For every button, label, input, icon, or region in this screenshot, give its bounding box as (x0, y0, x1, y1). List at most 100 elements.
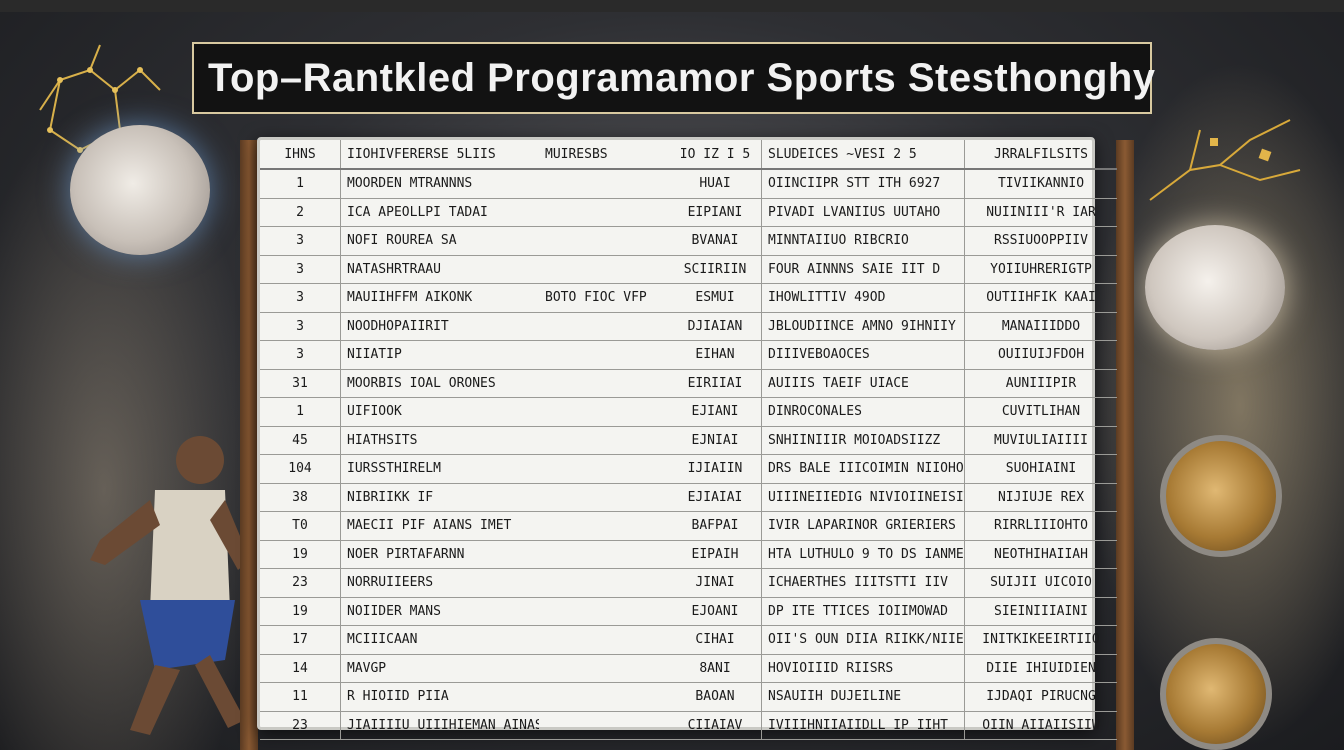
sports-cell (539, 340, 669, 370)
sports-cell (539, 198, 669, 227)
program-name-cell: NOFI ROUREA SA (340, 226, 539, 256)
table-row: 2 ICA APEOLLPI TADAI EIPIANI PIVADI LVANIIU… (260, 198, 1117, 227)
program-name-cell: NIBRIIKK IF (340, 483, 539, 512)
results-cell: MUVIULIAIIII (964, 426, 1117, 455)
program-name-cell: ICA APEOLLPI TADAI (340, 198, 539, 227)
program-name-cell: NIIATIP (340, 340, 539, 370)
title-banner: Top–Rantkled Programamor Sports Stesthon… (192, 42, 1155, 114)
program-name-cell: MOORBIS IOAL ORONES (340, 369, 539, 398)
ranking-table: IHNS IIOHIVFERERSE 5LIIS MUIRESBS IO IZ … (260, 140, 1117, 740)
rank-cell: 1 (260, 397, 341, 427)
students-cell: HOVIOIIID RIISRS (761, 654, 965, 683)
table-row: 19 NOER PIRTAFARNN EIPAIH HTA LUTHULO 9 TO … (260, 540, 1117, 569)
column-header: IIOHIVFERERSE 5LIIS (340, 140, 539, 170)
brain-icon (1145, 225, 1285, 350)
rank-cell: 3 (260, 340, 341, 370)
table-row: 23 NORRUIIEERS JINAI ICHAERTHES IIITSTTI II… (260, 568, 1117, 598)
results-cell: OUIIUIJFDOH (964, 340, 1117, 370)
students-cell: FOUR AINNNS SAIE IIT D (761, 255, 965, 284)
sports-cell (539, 397, 669, 427)
rank-cell: 3 (260, 283, 341, 313)
results-cell: RIRRLIIIOHTO (964, 511, 1117, 541)
results-cell: NIJIUJE REX (964, 483, 1117, 512)
code-cell: SCIIRIIN (669, 255, 762, 284)
students-cell: PIVADI LVANIIUS UUTAHO (761, 198, 965, 227)
program-name-cell: HIATHSITS (340, 426, 539, 455)
program-name-cell: NOIIDER MANS (340, 597, 539, 626)
students-cell: IHOWLITTIV 49OD (761, 283, 965, 313)
table-row: 3 MAUIIHFFM AIKONK BOTO FIOC VFP ESMUI IHOWL… (260, 283, 1117, 313)
code-cell: BAFPAI (669, 511, 762, 541)
table-row: 3 NATASHRTRAAU SCIIRIIN FOUR AINNNS SAIE II… (260, 255, 1117, 284)
program-name-cell: MAVGP (340, 654, 539, 683)
code-cell: EJIANI (669, 397, 762, 427)
program-name-cell: NOER PIRTAFARNN (340, 540, 539, 569)
network-icon (39, 44, 161, 153)
results-cell: DIIE IHIUIDIEN (964, 654, 1117, 683)
program-name-cell: MAUIIHFFM AIKONK (340, 283, 539, 313)
students-cell: DIIIVEBOAOCES (761, 340, 965, 370)
rank-cell: 11 (260, 682, 341, 712)
results-cell: NUIINIII'R IAR (964, 198, 1117, 227)
top-bar (0, 0, 1344, 12)
table-row: 19 NOIIDER MANS EJOANI DP ITE TTICES IOIIMO… (260, 597, 1117, 626)
code-cell: DJIAIAN (669, 312, 762, 341)
sports-cell (539, 568, 669, 598)
ranking-board: IHNS IIOHIVFERERSE 5LIIS MUIRESBS IO IZ … (257, 137, 1117, 740)
sports-cell (539, 654, 669, 683)
students-cell: MINNTAIIUO RIBCRIO (761, 226, 965, 256)
column-header: MUIRESBS (539, 140, 669, 170)
results-cell: SUOHIAINI (964, 454, 1117, 484)
table-row: 3 NIIATIP EIHAN DIIIVEBOAOCES OUIIUIJFDOH (260, 340, 1117, 370)
rank-cell: 14 (260, 654, 341, 683)
rank-cell: 3 (260, 226, 341, 256)
table-row: 14 MAVGP 8ANI HOVIOIIID RIISRS DIIE IHIUIDIE… (260, 654, 1117, 683)
program-name-cell: MAECII PIF AIANS IMET (340, 511, 539, 541)
sports-cell (539, 312, 669, 341)
results-cell: OUTIIHFIK KAAI (964, 283, 1117, 313)
rank-cell: 23 (260, 711, 341, 740)
code-cell: EIPIANI (669, 198, 762, 227)
sports-cell (539, 454, 669, 484)
table-row: 1 UIFIOOK EJIANI DINROCONALES CUVITLIHAN (260, 397, 1117, 427)
rank-cell: 19 (260, 597, 341, 626)
rank-cell: 38 (260, 483, 341, 512)
program-name-cell: NORRUIIEERS (340, 568, 539, 598)
results-cell: CUVITLIHAN (964, 397, 1117, 427)
students-cell: OII'S OUN DIIA RIIKK/NIIEI (761, 625, 965, 655)
code-cell: ESMUI (669, 283, 762, 313)
program-name-cell: NATASHRTRAAU (340, 255, 539, 284)
sports-cell (539, 625, 669, 655)
runner-icon (90, 436, 250, 735)
medal-icon (1160, 435, 1282, 557)
code-cell: EIPAIH (669, 540, 762, 569)
results-cell: IJDAQI PIRUCNG (964, 682, 1117, 712)
table-row: T0 MAECII PIF AIANS IMET BAFPAI IVIR LAPARI… (260, 511, 1117, 541)
sports-cell (539, 682, 669, 712)
rank-cell: 2 (260, 198, 341, 227)
table-row: 17 MCIIICAAN CIHAI OII'S OUN DIIA RIIKK/NII… (260, 625, 1117, 655)
sports-cell (539, 511, 669, 541)
code-cell: BVANAI (669, 226, 762, 256)
code-cell: EJNIAI (669, 426, 762, 455)
table-header-row: IHNS IIOHIVFERERSE 5LIIS MUIRESBS IO IZ … (260, 140, 1117, 170)
column-header: SLUDEICES ~VESI 2 5 (761, 140, 965, 170)
code-cell: EIHAN (669, 340, 762, 370)
sports-cell (539, 483, 669, 512)
students-cell: SNHIINIIIR MOIOADSIIZZ (761, 426, 965, 455)
sports-cell: BOTO FIOC VFP (539, 283, 669, 313)
rank-cell: 45 (260, 426, 341, 455)
program-name-cell: IURSSTHIRELM (340, 454, 539, 484)
sports-cell (539, 597, 669, 626)
program-name-cell: MCIIICAAN (340, 625, 539, 655)
sports-cell (539, 226, 669, 256)
program-name-cell: MOORDEN MTRANNNS (340, 169, 539, 199)
table-row: 1 MOORDEN MTRANNNS HUAI OIINCIIPR STT ITH 6… (260, 169, 1117, 199)
students-cell: ICHAERTHES IIITSTTI IIV (761, 568, 965, 598)
page-title: Top–Rantkled Programamor Sports Stesthon… (208, 55, 1156, 100)
rank-cell: 31 (260, 369, 341, 398)
students-cell: OIINCIIPR STT ITH 6927 (761, 169, 965, 199)
table-row: 11 R HIOIID PIIA BAOAN NSAUIIH DUJEILINE IJD… (260, 682, 1117, 712)
rank-cell: T0 (260, 511, 341, 541)
results-cell: NEOTHIHAIIAH (964, 540, 1117, 569)
